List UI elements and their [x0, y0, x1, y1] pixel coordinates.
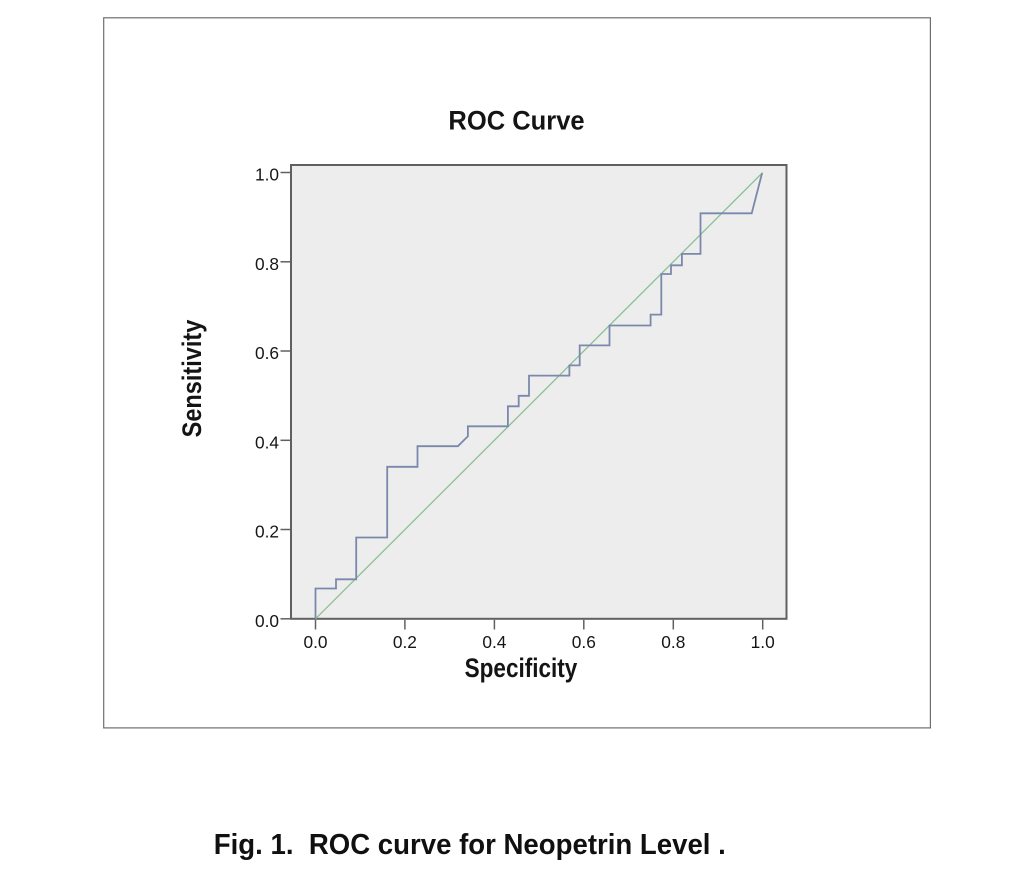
svg-text:Fig. 1. ROC curve for Neopetr: Fig. 1. ROC curve for Neopetrin Level .: [214, 829, 726, 861]
svg-text:0.4: 0.4: [482, 632, 506, 652]
svg-text:Sensitivity: Sensitivity: [177, 320, 207, 438]
svg-text:0.8: 0.8: [255, 254, 279, 274]
svg-text:0.6: 0.6: [255, 343, 279, 363]
svg-text:0.2: 0.2: [393, 632, 417, 652]
svg-text:0.0: 0.0: [255, 611, 279, 631]
svg-text:0.2: 0.2: [255, 522, 279, 542]
svg-text:1.0: 1.0: [255, 165, 279, 185]
svg-text:ROC Curve: ROC Curve: [448, 105, 584, 135]
svg-text:0.4: 0.4: [255, 432, 279, 452]
svg-text:0.6: 0.6: [572, 632, 596, 652]
svg-text:1.0: 1.0: [751, 632, 775, 652]
svg-text:Specificity: Specificity: [465, 653, 578, 683]
svg-text:0.0: 0.0: [303, 632, 327, 652]
svg-text:0.8: 0.8: [661, 632, 685, 652]
